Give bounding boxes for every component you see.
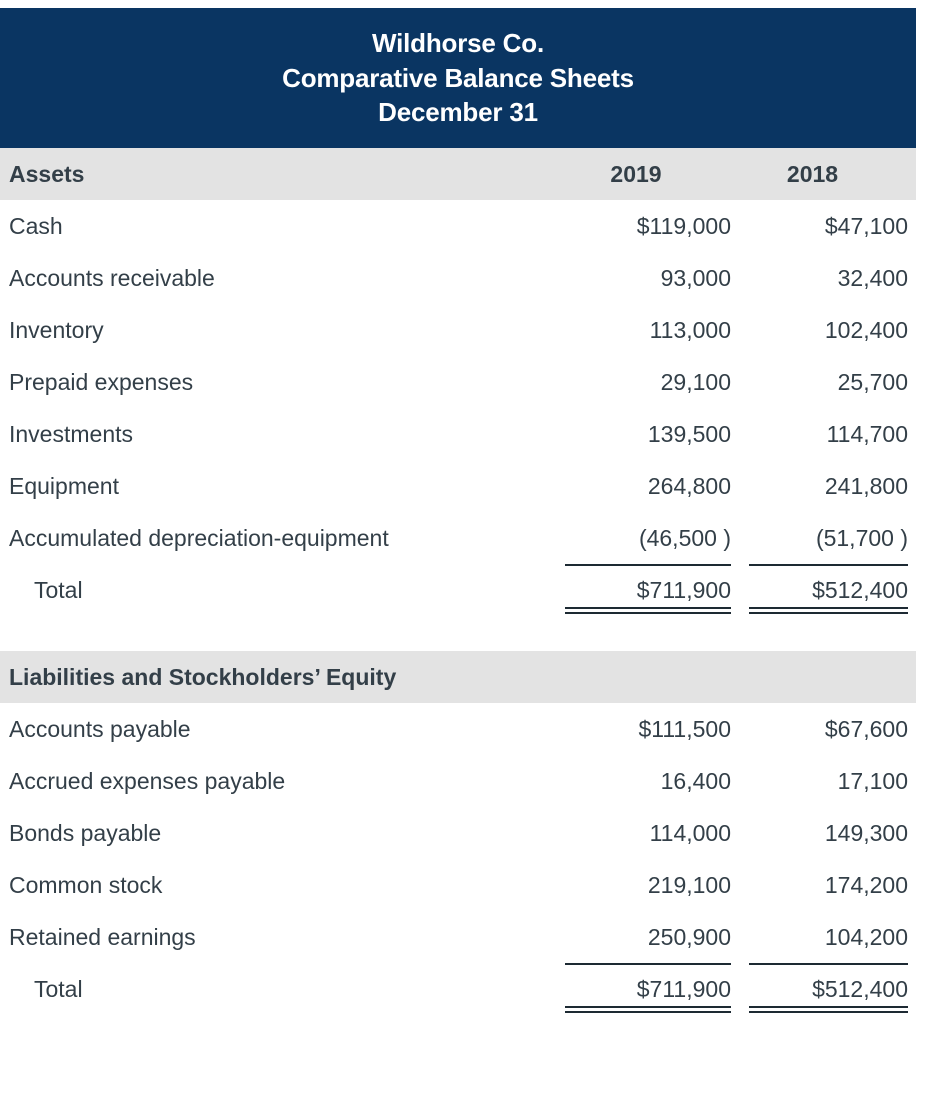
row-value-2018: 241,800 bbox=[824, 473, 908, 499]
row-value-2019: 139,500 bbox=[647, 421, 731, 447]
row-label: Bonds payable bbox=[9, 819, 162, 846]
row-value-2019: 29,100 bbox=[660, 369, 731, 395]
column-header-2019: 2019 bbox=[610, 161, 662, 187]
liabilities-heading: Liabilities and Stockholders’ Equity bbox=[9, 663, 397, 690]
table-row: Equipment 264,800 241,800 bbox=[0, 460, 916, 512]
row-value-2019: 264,800 bbox=[647, 473, 731, 499]
row-value-2019: (46,500 ) bbox=[638, 525, 731, 551]
total-label: Total bbox=[34, 975, 83, 1002]
total-value-2019: $711,900 bbox=[565, 963, 731, 1015]
balance-sheet-table: Assets 2019 2018 Cash $119,000 $47,100 A… bbox=[0, 148, 916, 1015]
row-label: Cash bbox=[9, 212, 63, 239]
table-row: Accounts receivable 93,000 32,400 bbox=[0, 252, 916, 304]
row-label: Accounts receivable bbox=[9, 264, 215, 291]
row-value-2018: 174,200 bbox=[824, 872, 908, 898]
row-label: Retained earnings bbox=[9, 923, 196, 950]
total-label: Total bbox=[34, 576, 83, 603]
row-label: Common stock bbox=[9, 871, 163, 898]
row-value-2019: 16,400 bbox=[660, 768, 731, 794]
table-row: Prepaid expenses 29,100 25,700 bbox=[0, 356, 916, 408]
section-spacer bbox=[0, 616, 916, 651]
row-label: Inventory bbox=[9, 316, 104, 343]
total-value-2018: $512,400 bbox=[731, 564, 912, 616]
assets-section-header: Assets 2019 2018 bbox=[0, 148, 916, 200]
row-label: Accrued expenses payable bbox=[9, 767, 286, 794]
row-value-2018: 25,700 bbox=[837, 369, 908, 395]
row-value-2018: 17,100 bbox=[837, 768, 908, 794]
table-row: Inventory 113,000 102,400 bbox=[0, 304, 916, 356]
row-value-2018: $67,600 bbox=[824, 716, 908, 742]
row-value-2018: 149,300 bbox=[824, 820, 908, 846]
table-row: Bonds payable 114,000 149,300 bbox=[0, 807, 916, 859]
statement-title: Comparative Balance Sheets bbox=[282, 62, 634, 93]
total-value-2018: $512,400 bbox=[731, 963, 912, 1015]
total-value-2019: $711,900 bbox=[565, 564, 731, 616]
row-label: Investments bbox=[9, 420, 133, 447]
row-value-2019: 93,000 bbox=[660, 265, 731, 291]
row-label: Accounts payable bbox=[9, 715, 191, 742]
company-name: Wildhorse Co. bbox=[372, 28, 544, 59]
row-value-2018: (51,700 ) bbox=[815, 525, 908, 551]
column-header-2018: 2018 bbox=[786, 161, 839, 187]
row-value-2018: 104,200 bbox=[824, 924, 908, 950]
row-value-2019: 219,100 bbox=[647, 872, 731, 898]
row-label: Equipment bbox=[9, 472, 119, 499]
liabilities-total-row: Total $711,900 $512,400 bbox=[0, 963, 916, 1015]
row-value-2019: 113,000 bbox=[649, 317, 731, 343]
row-value-2019: 250,900 bbox=[647, 924, 731, 950]
row-value-2019: $119,000 bbox=[636, 213, 731, 239]
table-row: Cash $119,000 $47,100 bbox=[0, 200, 916, 252]
row-value-2018: $47,100 bbox=[824, 213, 908, 239]
liabilities-header-spacer-2019 bbox=[565, 651, 731, 703]
row-value-2018: 32,400 bbox=[837, 265, 908, 291]
table-row: Accumulated depreciation-equipment (46,5… bbox=[0, 512, 916, 564]
row-value-2018: 114,700 bbox=[826, 421, 908, 447]
row-value-2019: 114,000 bbox=[649, 820, 731, 846]
row-label: Prepaid expenses bbox=[9, 368, 194, 395]
liabilities-section-header: Liabilities and Stockholders’ Equity bbox=[0, 651, 916, 703]
assets-total-row: Total $711,900 $512,400 bbox=[0, 564, 916, 616]
statement-title-banner: Wildhorse Co. Comparative Balance Sheets… bbox=[0, 8, 916, 148]
liabilities-header-spacer-2018 bbox=[731, 651, 912, 703]
table-row: Accounts payable $111,500 $67,600 bbox=[0, 703, 916, 755]
table-row: Accrued expenses payable 16,400 17,100 bbox=[0, 755, 916, 807]
assets-heading: Assets bbox=[9, 160, 85, 187]
row-value-2019: $111,500 bbox=[638, 716, 731, 742]
statement-date: December 31 bbox=[378, 97, 538, 128]
table-row: Retained earnings 250,900 104,200 bbox=[0, 911, 916, 963]
row-value-2018: 102,400 bbox=[824, 317, 908, 343]
table-row: Investments 139,500 114,700 bbox=[0, 408, 916, 460]
row-label: Accumulated depreciation-equipment bbox=[9, 524, 389, 551]
table-row: Common stock 219,100 174,200 bbox=[0, 859, 916, 911]
